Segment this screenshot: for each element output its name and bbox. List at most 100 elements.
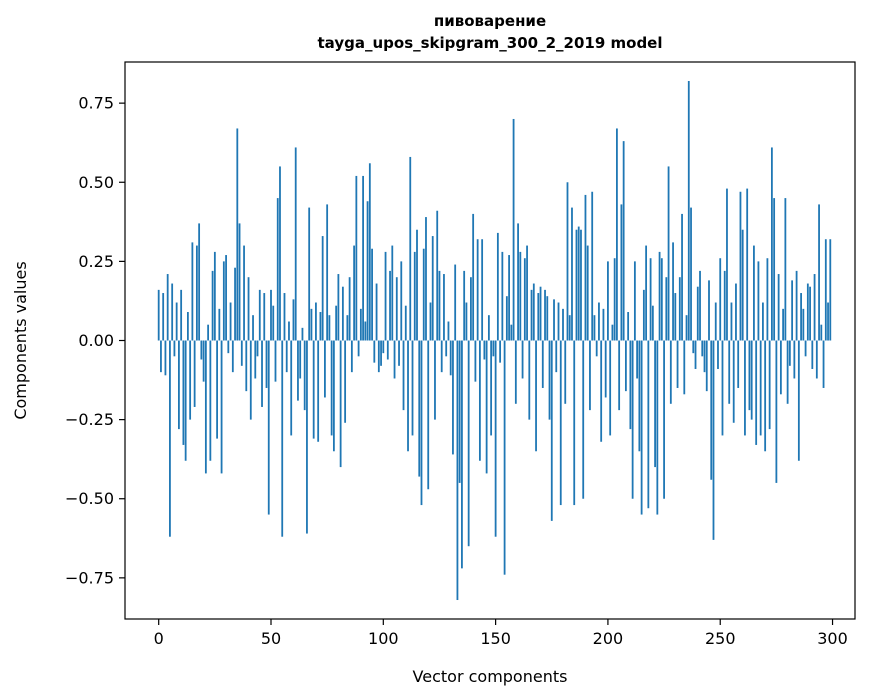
bar (712, 340, 715, 540)
bar (654, 340, 656, 468)
bar (586, 245, 589, 341)
bar (618, 340, 621, 411)
bar (741, 229, 744, 341)
bar (768, 340, 771, 430)
bar (470, 277, 472, 341)
bar (416, 229, 418, 341)
bar (467, 340, 470, 547)
bar (411, 340, 414, 436)
bar (723, 270, 726, 341)
bar (418, 340, 421, 477)
bar (157, 289, 160, 341)
bar (447, 321, 450, 341)
bar (449, 340, 452, 376)
bar (312, 340, 315, 439)
bar (308, 207, 311, 341)
bar (474, 340, 477, 382)
bar (285, 340, 288, 373)
y-tick-label: 0.75 (78, 94, 114, 113)
bar (658, 251, 661, 341)
bar (633, 261, 636, 341)
bar (209, 340, 212, 461)
bar (465, 302, 468, 341)
bar (297, 340, 299, 401)
bar (708, 280, 710, 341)
x-tick-label: 50 (261, 629, 281, 648)
bar (272, 305, 275, 341)
x-tick-label: 0 (154, 629, 164, 648)
bar (373, 340, 376, 363)
bar (696, 286, 699, 341)
bar (310, 308, 313, 341)
bar (782, 308, 785, 341)
bar (548, 340, 551, 420)
bar (317, 340, 320, 442)
bar (501, 251, 504, 341)
y-axis-label: Components values (11, 261, 30, 419)
bar (346, 315, 349, 341)
bar (299, 340, 302, 379)
bar (735, 283, 737, 341)
chart-title: пивоварение (434, 12, 546, 30)
bar (306, 340, 308, 534)
bar (568, 315, 571, 341)
bar (526, 245, 528, 341)
bar (613, 258, 616, 341)
bar (229, 302, 232, 341)
bar (400, 261, 403, 341)
bar (496, 232, 499, 341)
bar (550, 340, 553, 521)
bar (512, 118, 515, 341)
bar (339, 340, 342, 468)
bar (395, 277, 398, 341)
bar (791, 280, 794, 341)
bar (180, 289, 183, 341)
bar (420, 340, 423, 506)
bar (705, 340, 708, 392)
bar (746, 188, 749, 341)
bar (681, 213, 683, 341)
bar (784, 198, 787, 341)
bar (249, 340, 252, 420)
bar (532, 283, 535, 341)
bar (620, 204, 623, 341)
bar (270, 289, 272, 341)
bar (786, 340, 789, 404)
bar (328, 315, 331, 341)
bar (371, 248, 373, 341)
bar (701, 340, 704, 357)
bar (602, 308, 605, 341)
bar (481, 239, 484, 341)
bar (593, 315, 596, 341)
bar (804, 340, 807, 357)
bar (607, 261, 609, 341)
bar (173, 340, 176, 357)
bar (770, 147, 773, 341)
y-tick-label: −0.75 (65, 568, 114, 587)
bar (651, 305, 654, 341)
bar (335, 305, 338, 341)
bar (425, 217, 427, 341)
bar (288, 321, 290, 341)
bar (227, 340, 230, 354)
bar (344, 340, 347, 423)
bar (281, 340, 284, 537)
bar (193, 340, 196, 407)
bar (283, 293, 286, 341)
bar (324, 340, 326, 398)
bar (777, 274, 780, 341)
bar (510, 324, 513, 341)
bar (404, 305, 407, 341)
bar (669, 340, 672, 404)
bar (402, 340, 405, 411)
bar (580, 229, 582, 341)
bar (600, 340, 603, 442)
bar (519, 251, 522, 341)
bar (797, 340, 800, 461)
y-tick-label: −0.25 (65, 410, 114, 429)
bar (303, 340, 306, 411)
bar (252, 315, 254, 341)
bar (254, 340, 257, 379)
bar (820, 324, 823, 341)
